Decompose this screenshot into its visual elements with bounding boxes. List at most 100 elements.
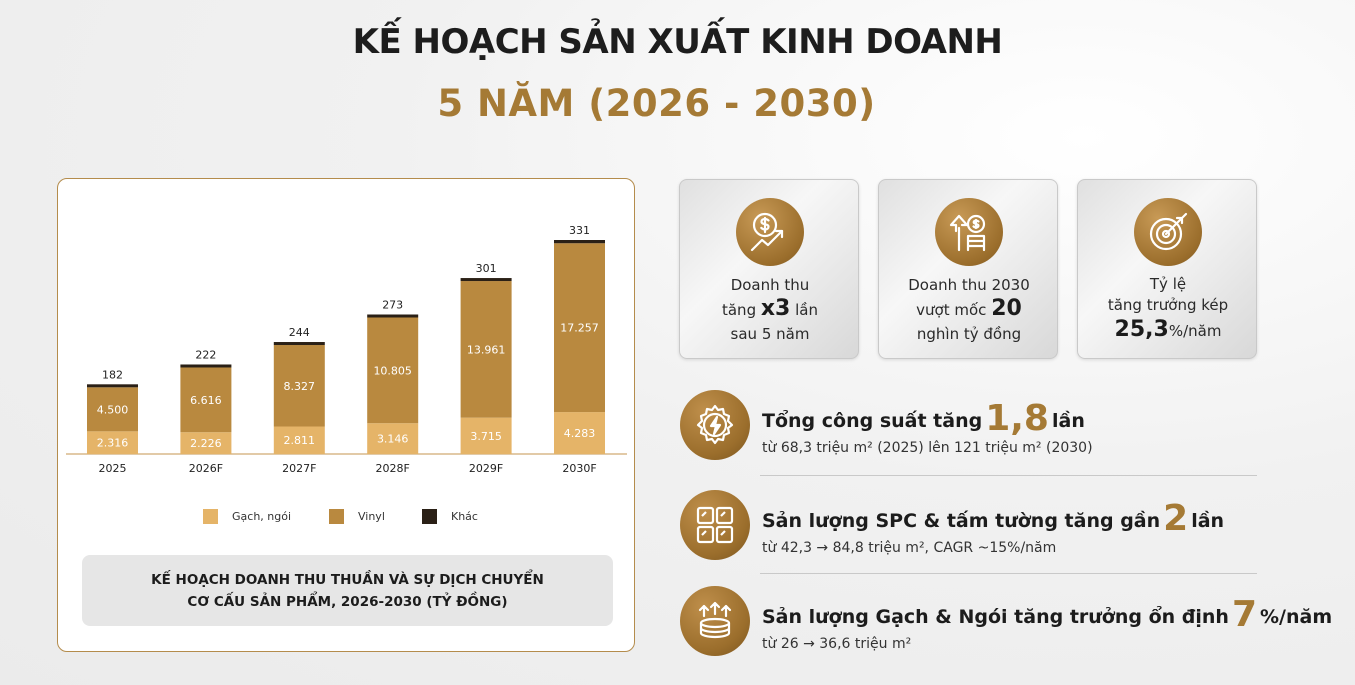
kpi-line: vượt mốc 20: [879, 297, 1059, 322]
data-label: 301: [476, 262, 497, 275]
revenue-growth-icon: [736, 198, 804, 266]
bar-segment: [554, 240, 605, 244]
kpi-text-pre: tăng: [721, 301, 761, 319]
data-label: 3.146: [377, 433, 409, 446]
capacity-gear-icon: [680, 390, 750, 460]
legend-label: Gạch, ngói: [232, 510, 292, 523]
kpi-line: tăng x3 lần: [680, 297, 860, 322]
kpi-value: x3: [760, 296, 791, 321]
spc-tiles-icon: [680, 490, 750, 560]
bar-segment: [273, 345, 325, 427]
chart-legend: Gạch, ngói Vinyl Khác: [58, 509, 636, 529]
feature-subtitle: từ 42,3 → 84,8 triệu m², CAGR ~15%/năm: [762, 540, 1057, 556]
bar-segment: [367, 314, 419, 318]
tile-growth-icon: [680, 586, 750, 656]
data-label: 2.811: [284, 434, 316, 447]
feature-capacity: Tổng công suất tăng1,8 lần từ 68,3 triệu …: [680, 390, 1300, 478]
kpi-text-post: lần: [790, 301, 818, 319]
kpi-text: Doanh thu tăng x3 lần sau 5 năm: [680, 273, 860, 346]
feature-title-pre: Sản lượng Gạch & Ngói tăng trưởng ổn địn…: [762, 606, 1229, 628]
bar-segment: [180, 364, 232, 368]
data-label: 4.283: [564, 427, 596, 440]
data-label: 17.257: [560, 322, 599, 335]
kpi-card-cagr: Tỷ lệ tăng trưởng kép 25,3%/năm: [1077, 179, 1257, 359]
page-title: KẾ HOẠCH SẢN XUẤT KINH DOANH: [352, 22, 1003, 62]
kpi-line: tăng trưởng kép: [1107, 296, 1229, 314]
target-icon: [1134, 198, 1202, 266]
kpi-value: 20: [991, 296, 1022, 321]
data-label: 331: [569, 224, 590, 237]
legend-swatch: [203, 509, 218, 524]
legend-swatch: [329, 509, 344, 524]
data-label: 273: [382, 298, 403, 311]
x-tick-label: 2027F: [282, 462, 316, 475]
bar-segment: [367, 317, 419, 424]
kpi-line: sau 5 năm: [730, 325, 810, 343]
data-label: 222: [195, 348, 216, 361]
legend-swatch: [422, 509, 437, 524]
feature-title-post: lần: [1191, 510, 1225, 532]
kpi-line: Tỷ lệ: [1149, 275, 1187, 293]
x-tick-label: 2030F: [562, 462, 596, 475]
feature-title: Sản lượng SPC & tấm tường tăng gần2 lần: [762, 498, 1224, 539]
feature-title-post: lần: [1051, 410, 1085, 432]
bar-segment: [180, 367, 232, 433]
feature-title-post: %/năm: [1260, 606, 1333, 628]
kpi-text: Tỷ lệ tăng trưởng kép 25,3%/năm: [1078, 272, 1258, 343]
feature-title-pre: Sản lượng SPC & tấm tường tăng gần: [762, 510, 1161, 532]
bar-segment: [180, 432, 232, 454]
legend-item-gach-ngoi: Gạch, ngói: [203, 509, 291, 524]
chart-card: 2.316 4.500 182 2025 2.226 6.616 222 2026F 2.811…: [57, 178, 635, 652]
data-label: 10.805: [373, 364, 412, 377]
kpi-value: 25,3: [1114, 317, 1169, 342]
legend-label: Khác: [451, 510, 478, 523]
bar-segment: [460, 417, 512, 454]
revenue-target-icon: [935, 198, 1003, 266]
bar-segment: [273, 426, 325, 454]
feature-value: 1,8: [985, 398, 1049, 439]
legend-label: Vinyl: [358, 510, 385, 523]
bar-segment: [460, 281, 512, 418]
kpi-line: 25,3%/năm: [1078, 318, 1258, 343]
kpi-line: Doanh thu 2030: [908, 276, 1030, 294]
feature-value: 7: [1231, 594, 1258, 635]
kpi-text-post: %/năm: [1168, 322, 1222, 340]
kpi-text-pre: vượt mốc: [916, 301, 992, 319]
feature-value: 2: [1163, 498, 1189, 539]
bar-segment: [554, 243, 605, 413]
kpi-line: nghìn tỷ đồng: [916, 325, 1022, 343]
bar-segment: [367, 423, 419, 454]
data-label: 13.961: [467, 343, 506, 356]
x-tick-label: 2025: [99, 462, 127, 475]
feature-subtitle: từ 68,3 triệu m² (2025) lên 121 triệu m²…: [762, 440, 1093, 456]
chart-caption-text: KẾ HOẠCH DOANH THU THUẦN VÀ SỰ DỊCH CHUY…: [151, 571, 544, 610]
feature-title: Sản lượng Gạch & Ngói tăng trưởng ổn địn…: [762, 594, 1332, 635]
data-label: 182: [102, 368, 123, 381]
bar-segment: [554, 412, 605, 454]
feature-title-pre: Tổng công suất tăng: [762, 410, 983, 432]
data-label: 244: [289, 326, 310, 339]
kpi-line: Doanh thu: [730, 276, 810, 294]
x-tick-label: 2026F: [189, 462, 223, 475]
legend-item-vinyl: Vinyl: [329, 509, 385, 524]
bar-segment: [87, 387, 138, 432]
feature-spc: Sản lượng SPC & tấm tường tăng gần2 lần t…: [680, 490, 1300, 578]
bar-segment: [87, 431, 138, 454]
legend-item-khac: Khác: [422, 509, 478, 524]
page-subtitle: 5 NĂM (2026 - 2030): [437, 82, 876, 125]
bar-segment: [273, 342, 325, 346]
data-label: 8.327: [284, 380, 316, 393]
feature-subtitle: từ 26 → 36,6 triệu m²: [762, 636, 912, 652]
feature-tiles: Sản lượng Gạch & Ngói tăng trưởng ổn địn…: [680, 586, 1332, 674]
kpi-text: Doanh thu 2030 vượt mốc 20 nghìn tỷ đồng: [879, 273, 1059, 346]
divider: [760, 573, 1257, 574]
data-label: 6.616: [190, 394, 222, 407]
x-tick-label: 2028F: [376, 462, 410, 475]
stacked-bar-chart: 2.316 4.500 182 2025 2.226 6.616 222 2026F 2.811…: [66, 224, 627, 475]
kpi-card-revenue-growth: Doanh thu tăng x3 lần sau 5 năm: [679, 179, 859, 359]
chart-caption: KẾ HOẠCH DOANH THU THUẦN VÀ SỰ DỊCH CHUY…: [82, 555, 613, 626]
bar-segment: [460, 278, 512, 282]
data-label: 4.500: [97, 403, 129, 416]
kpi-card-revenue-2030: Doanh thu 2030 vượt mốc 20 nghìn tỷ đồng: [878, 179, 1058, 359]
feature-title: Tổng công suất tăng1,8 lần: [762, 398, 1085, 439]
